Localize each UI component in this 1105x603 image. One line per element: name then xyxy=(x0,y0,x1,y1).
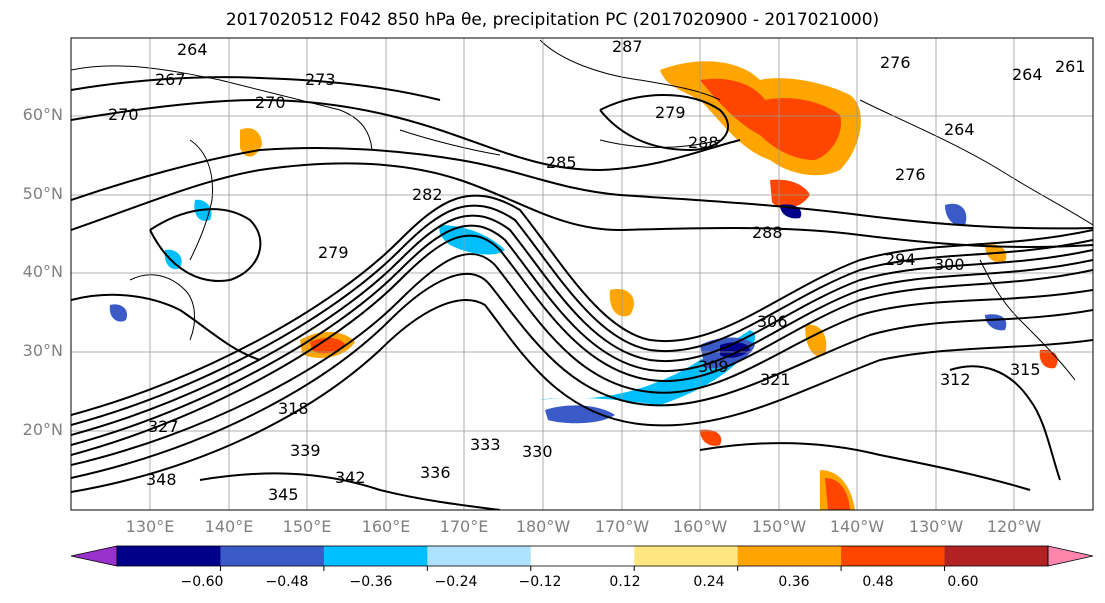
lat-label-60n: 60°N xyxy=(22,105,63,124)
contour-label: 264 xyxy=(177,40,208,59)
map-title: 2017020512 F042 850 hPa θe, precipitatio… xyxy=(225,10,880,30)
lat-label-40n: 40°N xyxy=(22,262,63,281)
colorbar-tick-label: 0.48 xyxy=(862,574,894,590)
colorbar-segment xyxy=(737,546,842,566)
colorbar-segment xyxy=(220,546,325,566)
colorbar-segment xyxy=(117,546,221,566)
lon-label: 130°E xyxy=(125,517,175,536)
contour-label: 273 xyxy=(305,70,336,89)
contour-label: 327 xyxy=(148,417,179,436)
colorbar-tick-label: −0.24 xyxy=(434,574,478,590)
lat-label-50n: 50°N xyxy=(22,184,63,203)
lat-label-20n: 20°N xyxy=(22,420,63,439)
colorbar-segment xyxy=(634,546,739,566)
colorbar-tick-label: −0.36 xyxy=(349,574,393,590)
lon-label: 120°W xyxy=(986,517,1042,536)
contour-label-group: 264 267 270 270 273 276 279 282 285 288 … xyxy=(108,37,1086,504)
contour-label: 306 xyxy=(757,312,788,331)
map-frame xyxy=(70,37,1094,511)
lon-label: 130°W xyxy=(908,517,964,536)
colorbar-extend-max xyxy=(1047,545,1094,567)
colorbar-tick-label: 0.36 xyxy=(778,574,810,590)
colorbar-tick-label: −0.48 xyxy=(265,574,309,590)
contour-label: 312 xyxy=(940,370,971,389)
colorbar-segment xyxy=(841,546,946,566)
contour-label: 264 xyxy=(944,120,975,139)
colorbar-tick-label: −0.12 xyxy=(518,574,562,590)
lon-label: 140°W xyxy=(829,517,885,536)
contour-label: 267 xyxy=(155,70,186,89)
colorbar-segment xyxy=(944,546,1049,566)
theta-e-contours xyxy=(71,76,1093,510)
contour-label: 342 xyxy=(335,468,366,487)
contour-label: 330 xyxy=(522,442,553,461)
colorbar xyxy=(70,545,1094,571)
lon-label: 160°E xyxy=(361,517,411,536)
contour-label: 282 xyxy=(412,185,443,204)
contour-label: 339 xyxy=(290,441,321,460)
contour-label: 300 xyxy=(934,255,965,274)
contour-label: 270 xyxy=(255,93,286,112)
contour-label: 285 xyxy=(546,153,577,172)
contour-label: 264 xyxy=(1012,65,1043,84)
contour-label: 348 xyxy=(146,470,177,489)
contour-label: 287 xyxy=(612,37,643,56)
lon-label: 140°E xyxy=(204,517,254,536)
contour-label: 321 xyxy=(760,370,791,389)
map-plot-area: 264 267 270 270 273 276 279 282 285 288 … xyxy=(71,37,1093,510)
contour-label: 309 xyxy=(698,357,729,376)
lat-label-30n: 30°N xyxy=(22,341,63,360)
lon-label: 170°E xyxy=(439,517,489,536)
lon-label: 170°W xyxy=(594,517,650,536)
colorbar-tick-label: 0.60 xyxy=(947,574,979,590)
colorbar-segment xyxy=(427,546,532,566)
contour-label: 276 xyxy=(895,165,926,184)
colorbar-tick-label: 0.24 xyxy=(693,574,725,590)
lon-label: 180°W xyxy=(515,517,571,536)
colorbar-tick-label: −0.60 xyxy=(180,574,224,590)
contour-label: 261 xyxy=(1055,57,1086,76)
contour-label: 288 xyxy=(752,223,783,242)
colorbar-segment xyxy=(530,546,635,566)
lon-label: 160°W xyxy=(672,517,728,536)
contour-label: 336 xyxy=(420,463,451,482)
colorbar-outline xyxy=(116,545,1049,567)
contour-label: 288 xyxy=(688,133,719,152)
contour-label: 315 xyxy=(1010,360,1041,379)
colorbar-tick-label: 0.12 xyxy=(609,574,641,590)
contour-label: 333 xyxy=(470,435,501,454)
contour-label: 279 xyxy=(655,103,686,122)
colorbar-extend-min xyxy=(70,545,118,567)
contour-label: 279 xyxy=(318,243,349,262)
lon-label: 150°W xyxy=(751,517,807,536)
contour-label: 345 xyxy=(268,485,299,504)
colorbar-segment xyxy=(323,546,428,566)
lon-label: 150°E xyxy=(282,517,332,536)
contour-label: 294 xyxy=(885,250,916,269)
contour-label: 318 xyxy=(278,399,309,418)
contour-label: 276 xyxy=(880,53,911,72)
contour-label: 270 xyxy=(108,105,139,124)
